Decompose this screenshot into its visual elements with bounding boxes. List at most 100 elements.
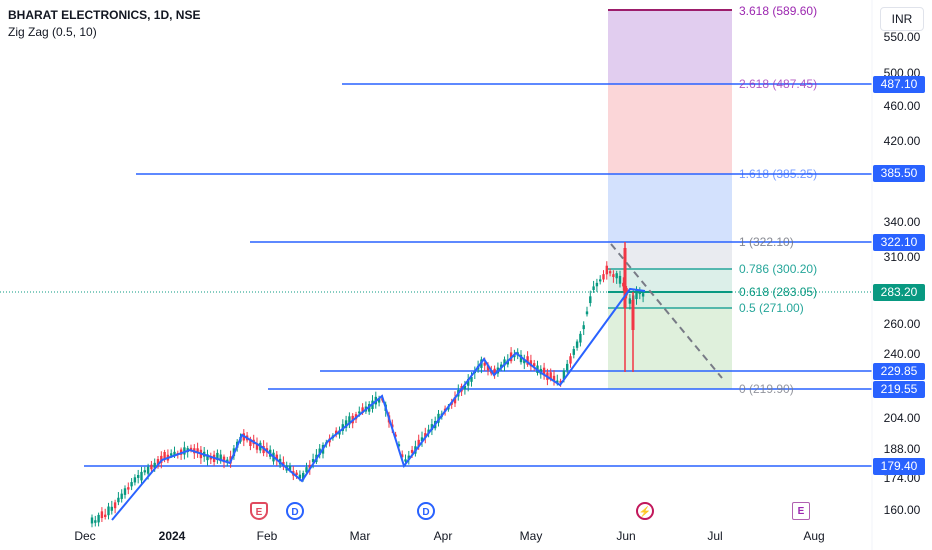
candle-body — [209, 456, 212, 460]
candle-body — [569, 356, 572, 364]
candle-body — [595, 282, 599, 287]
candle-body — [529, 360, 533, 367]
candle-body — [107, 506, 110, 516]
candle-body — [549, 372, 552, 379]
candle-body — [150, 464, 153, 470]
candle-body — [483, 362, 486, 366]
price-tag-487: 487.10 — [873, 76, 925, 93]
candle-body — [623, 248, 627, 308]
time-label: Aug — [803, 529, 825, 543]
time-label: 2024 — [158, 529, 186, 543]
candle-body — [605, 265, 608, 275]
candle-body — [348, 416, 351, 425]
candle-body — [410, 449, 414, 453]
price-label: 550.00 — [883, 30, 921, 44]
candle-body — [420, 437, 424, 442]
dividend-marker[interactable]: D — [417, 502, 435, 520]
candle-body — [288, 465, 292, 471]
candle-body — [500, 364, 503, 368]
candle-body — [602, 274, 605, 280]
candle-body — [552, 375, 556, 381]
candle-body — [216, 452, 219, 460]
candle-body — [117, 497, 120, 503]
candle-body — [249, 438, 252, 446]
price-tag-219: 219.55 — [873, 381, 925, 398]
indicator-label[interactable]: Zig Zag (0.5, 10) — [8, 25, 97, 39]
candle-body — [582, 325, 585, 330]
candle-body — [503, 359, 506, 366]
candle-body — [618, 275, 622, 284]
fib-zone-1618 — [608, 174, 732, 242]
earnings-marker[interactable]: E — [250, 502, 268, 520]
candle-body — [566, 363, 569, 371]
time-label: Jul — [707, 529, 723, 543]
time-label: Feb — [256, 529, 278, 543]
fib-zone-1 — [608, 242, 732, 269]
candle-body — [137, 475, 140, 478]
candle-body — [298, 474, 302, 479]
projection-line — [610, 243, 723, 379]
candle-body — [430, 424, 434, 431]
fib-label-05: 0.5 (271.00) — [739, 301, 804, 315]
candle-body — [361, 407, 364, 413]
candle-body — [113, 502, 117, 509]
candle-body — [631, 300, 635, 330]
currency-button[interactable]: INR — [880, 7, 924, 31]
candle-body — [404, 459, 407, 462]
candle-body — [120, 493, 123, 499]
candle-body — [275, 454, 278, 461]
candle-body — [295, 472, 298, 475]
price-tag-385: 385.50 — [873, 165, 925, 182]
zigzag-line — [111, 287, 646, 521]
fib-label-0618: 0.618 (283.05) — [739, 285, 818, 299]
candle-body — [170, 453, 173, 456]
candle-body — [589, 296, 592, 304]
fib-zone-2618 — [608, 84, 732, 174]
candle-body — [255, 443, 259, 450]
price-label: 340.00 — [883, 215, 921, 229]
candle-body — [189, 447, 193, 451]
candle-body — [622, 282, 625, 287]
candle-body — [625, 288, 628, 296]
candle-body — [335, 430, 338, 435]
price-label: 204.00 — [883, 411, 921, 425]
candle-body — [90, 517, 94, 524]
price-label: 240.00 — [883, 347, 921, 361]
candle-body — [318, 448, 321, 455]
dividend-marker[interactable]: D — [286, 502, 304, 520]
candle-body — [222, 456, 226, 463]
time-label: Mar — [349, 529, 371, 543]
candle-body — [127, 487, 130, 490]
candle-body — [344, 420, 348, 428]
candle-body — [282, 462, 285, 466]
candle-body — [635, 290, 638, 300]
candle-body — [311, 459, 315, 463]
candle-body — [562, 370, 566, 380]
candle-body — [533, 363, 536, 367]
time-label: May — [519, 529, 543, 543]
candle-body — [308, 464, 311, 469]
candle-body — [104, 514, 107, 518]
candle-body — [493, 368, 496, 376]
candle-body — [463, 385, 467, 390]
price-label: 310.00 — [883, 250, 921, 264]
candle-body — [219, 454, 222, 462]
price-label: 420.00 — [883, 134, 921, 148]
earnings-marker-upcoming[interactable]: E — [792, 502, 810, 520]
split-marker-icon[interactable]: ⚡ — [636, 502, 654, 520]
candle-body — [146, 466, 150, 474]
candle-body — [526, 356, 529, 365]
symbol-title[interactable]: BHARAT ELECTRONICS, 1D, NSE — [8, 8, 201, 22]
candle-body — [123, 488, 127, 495]
candle-body — [579, 333, 582, 343]
candle-body — [173, 451, 176, 456]
price-label: 260.00 — [883, 317, 921, 331]
candle-body — [542, 367, 546, 376]
fib-label-3618: 3.618 (589.60) — [739, 4, 818, 18]
fib-zone-05 — [608, 308, 732, 389]
candle-body — [559, 380, 562, 383]
candle-body — [572, 349, 575, 355]
candle-body — [467, 379, 470, 386]
candle-body — [94, 520, 97, 523]
